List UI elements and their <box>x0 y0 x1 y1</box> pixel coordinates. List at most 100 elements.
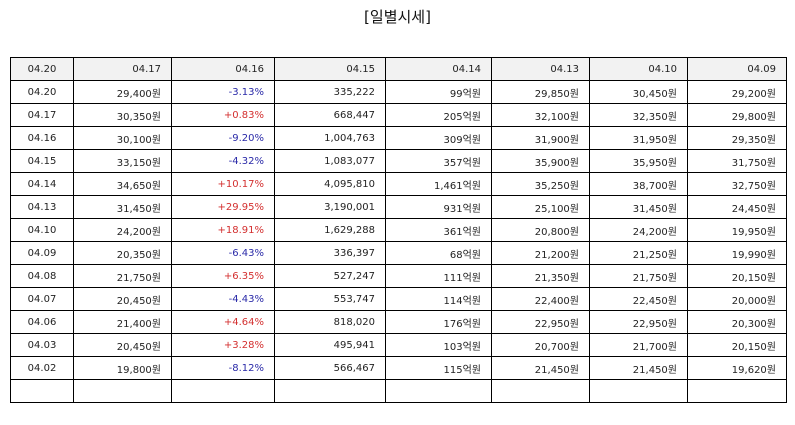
close-price-cell: 20,350원 <box>73 241 172 265</box>
high-price-cell: 31,450원 <box>589 195 688 219</box>
change-rate-cell: -8.12% <box>171 356 275 380</box>
table-row: 04.17 30,350원 +0.83% 668,447 205억원 32,100원 32,… <box>10 103 787 127</box>
change-rate-cell: +4.64% <box>171 310 275 334</box>
table-row: 04.08 21,750원 +6.35% 527,247 111억원 21,350원 21,… <box>10 264 787 288</box>
close-price-cell: 20,450원 <box>73 287 172 311</box>
low-price-cell: 19,990원 <box>687 241 787 265</box>
table-header-row: 04.20 04.17 04.16 04.15 04.14 04.13 04.1… <box>10 57 787 81</box>
date-cell: 04.07 <box>10 287 74 311</box>
high-price-cell: 21,250원 <box>589 241 688 265</box>
low-price-cell: 24,450원 <box>687 195 787 219</box>
open-price-cell: 31,900원 <box>491 126 590 150</box>
volume-cell: 4,095,810 <box>274 172 386 196</box>
change-rate-cell: -6.43% <box>171 241 275 265</box>
date-cell: 04.14 <box>10 172 74 196</box>
trade-amount-cell: 103억원 <box>385 333 492 357</box>
trade-amount-cell: 115억원 <box>385 356 492 380</box>
change-rate-cell: +0.83% <box>171 103 275 127</box>
volume-cell: 1,004,763 <box>274 126 386 150</box>
low-price-cell: 29,200원 <box>687 80 787 104</box>
high-price-cell: 22,950원 <box>589 310 688 334</box>
open-price-cell: 20,700원 <box>491 333 590 357</box>
volume-cell: 335,222 <box>274 80 386 104</box>
empty-cell <box>589 379 688 403</box>
daily-price-table: 04.20 04.17 04.16 04.15 04.14 04.13 04.1… <box>10 57 787 403</box>
table-row: 04.10 24,200원 +18.91% 1,629,288 361억원 20,800원… <box>10 218 787 242</box>
date-cell: 04.17 <box>10 103 74 127</box>
table-row: 04.07 20,450원 -4.43% 553,747 114억원 22,400원 22,… <box>10 287 787 311</box>
table-row: 04.13 31,450원 +29.95% 3,190,001 931억원 25,100원… <box>10 195 787 219</box>
date-cell: 04.02 <box>10 356 74 380</box>
table-row: 04.14 34,650원 +10.17% 4,095,810 1,461억원 35,25… <box>10 172 787 196</box>
close-price-cell: 33,150원 <box>73 149 172 173</box>
volume-cell: 527,247 <box>274 264 386 288</box>
low-price-cell: 31,750원 <box>687 149 787 173</box>
table-row: 04.03 20,450원 +3.28% 495,941 103억원 20,700원 21,… <box>10 333 787 357</box>
table-body: 04.20 29,400원 -3.13% 335,222 99억원 29,850원 30,4… <box>10 80 787 403</box>
low-price-cell: 29,350원 <box>687 126 787 150</box>
date-cell: 04.06 <box>10 310 74 334</box>
open-price-cell: 21,450원 <box>491 356 590 380</box>
change-rate-cell: +18.91% <box>171 218 275 242</box>
high-price-cell: 35,950원 <box>589 149 688 173</box>
empty-cell <box>385 379 492 403</box>
close-price-cell: 21,750원 <box>73 264 172 288</box>
change-rate-cell: +29.95% <box>171 195 275 219</box>
date-cell: 04.08 <box>10 264 74 288</box>
volume-cell: 566,467 <box>274 356 386 380</box>
open-price-cell: 32,100원 <box>491 103 590 127</box>
close-price-cell: 19,800원 <box>73 356 172 380</box>
empty-cell <box>687 379 787 403</box>
column-header: 04.16 <box>171 57 275 81</box>
column-header: 04.13 <box>491 57 590 81</box>
trade-amount-cell: 1,461억원 <box>385 172 492 196</box>
trade-amount-cell: 111억원 <box>385 264 492 288</box>
trade-amount-cell: 931억원 <box>385 195 492 219</box>
high-price-cell: 38,700원 <box>589 172 688 196</box>
trade-amount-cell: 205억원 <box>385 103 492 127</box>
column-header: 04.17 <box>73 57 172 81</box>
table-row: 04.20 29,400원 -3.13% 335,222 99억원 29,850원 30,4… <box>10 80 787 104</box>
close-price-cell: 30,100원 <box>73 126 172 150</box>
column-header: 04.15 <box>274 57 386 81</box>
change-rate-cell: -4.43% <box>171 287 275 311</box>
trade-amount-cell: 176억원 <box>385 310 492 334</box>
open-price-cell: 22,950원 <box>491 310 590 334</box>
change-rate-cell: -4.32% <box>171 149 275 173</box>
date-cell: 04.20 <box>10 80 74 104</box>
close-price-cell: 21,400원 <box>73 310 172 334</box>
date-cell: 04.03 <box>10 333 74 357</box>
date-cell: 04.15 <box>10 149 74 173</box>
date-cell: 04.13 <box>10 195 74 219</box>
high-price-cell: 24,200원 <box>589 218 688 242</box>
table-row: 04.09 20,350원 -6.43% 336,397 68억원 21,200원 21,2… <box>10 241 787 265</box>
change-rate-cell: +10.17% <box>171 172 275 196</box>
open-price-cell: 20,800원 <box>491 218 590 242</box>
volume-cell: 336,397 <box>274 241 386 265</box>
close-price-cell: 30,350원 <box>73 103 172 127</box>
open-price-cell: 25,100원 <box>491 195 590 219</box>
volume-cell: 1,083,077 <box>274 149 386 173</box>
low-price-cell: 20,300원 <box>687 310 787 334</box>
trade-amount-cell: 68억원 <box>385 241 492 265</box>
page-title: [일별시세] <box>364 8 431 26</box>
low-price-cell: 20,000원 <box>687 287 787 311</box>
date-cell: 04.10 <box>10 218 74 242</box>
column-header: 04.10 <box>589 57 688 81</box>
low-price-cell: 32,750원 <box>687 172 787 196</box>
close-price-cell: 20,450원 <box>73 333 172 357</box>
empty-cell <box>274 379 386 403</box>
high-price-cell: 31,950원 <box>589 126 688 150</box>
low-price-cell: 19,950원 <box>687 218 787 242</box>
open-price-cell: 35,900원 <box>491 149 590 173</box>
change-rate-cell: -9.20% <box>171 126 275 150</box>
volume-cell: 1,629,288 <box>274 218 386 242</box>
close-price-cell: 29,400원 <box>73 80 172 104</box>
close-price-cell: 31,450원 <box>73 195 172 219</box>
empty-cell <box>171 379 275 403</box>
empty-cell <box>10 379 74 403</box>
open-price-cell: 21,350원 <box>491 264 590 288</box>
volume-cell: 553,747 <box>274 287 386 311</box>
column-header: 04.09 <box>687 57 787 81</box>
change-rate-cell: +6.35% <box>171 264 275 288</box>
